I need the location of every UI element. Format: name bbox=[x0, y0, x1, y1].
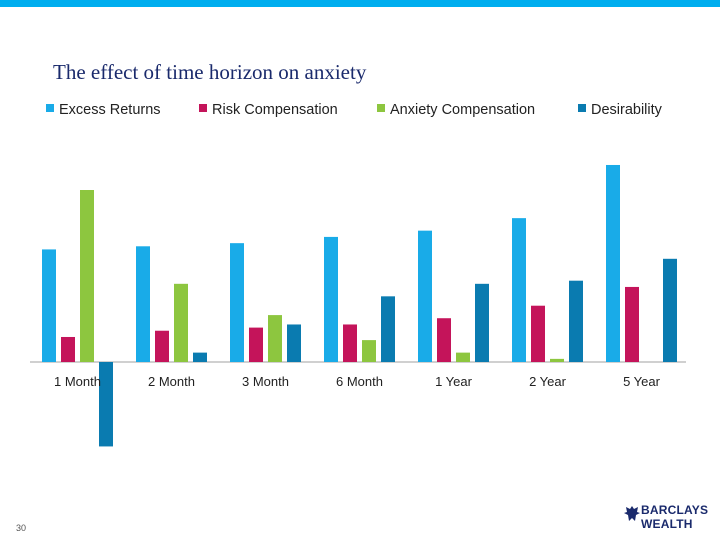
x-tick-label: 2 Year bbox=[529, 374, 567, 389]
bar-excess-returns-6-month bbox=[324, 236, 338, 362]
bar-excess-returns-1-year bbox=[418, 230, 432, 362]
bars bbox=[30, 164, 686, 447]
x-tick-label: 5 Year bbox=[623, 374, 661, 389]
bar-risk-compensation-1-month bbox=[61, 336, 75, 362]
legend-label: Risk Compensation bbox=[212, 102, 338, 118]
bar-risk-compensation-6-month bbox=[343, 324, 357, 362]
x-tick-label: 1 Month bbox=[54, 374, 101, 389]
bar-desirability-2-month bbox=[193, 352, 207, 362]
bar-excess-returns-3-month bbox=[230, 243, 244, 362]
chart-title: The effect of time horizon on anxiety bbox=[53, 60, 367, 84]
bar-risk-compensation-3-month bbox=[249, 327, 263, 362]
bar-anxiety-compensation-3-month bbox=[268, 315, 282, 362]
x-tick-label: 2 Month bbox=[148, 374, 195, 389]
logo-text-barclays: BARCLAYS bbox=[641, 503, 709, 517]
bar-desirability-2-year bbox=[569, 280, 583, 362]
bar-excess-returns-2-year bbox=[512, 218, 526, 362]
legend-label: Desirability bbox=[591, 102, 663, 118]
bar-anxiety-compensation-1-year bbox=[456, 352, 470, 362]
legend: Excess Returns Risk Compensation Anxiety C… bbox=[46, 102, 663, 118]
x-tick-label: 6 Month bbox=[336, 374, 383, 389]
logo-text-wealth: WEALTH bbox=[641, 517, 693, 531]
bar-risk-compensation-1-year bbox=[437, 318, 451, 362]
legend-swatch bbox=[199, 104, 207, 112]
bar-risk-compensation-2-year bbox=[531, 305, 545, 362]
legend-label: Excess Returns bbox=[59, 102, 161, 118]
bar-desirability-1-month bbox=[99, 362, 113, 447]
legend-swatch bbox=[578, 104, 586, 112]
bar-risk-compensation-2-month bbox=[155, 330, 169, 362]
bar-desirability-3-month bbox=[287, 324, 301, 362]
bar-anxiety-compensation-2-month bbox=[174, 283, 188, 362]
x-tick-label: 3 Month bbox=[242, 374, 289, 389]
bar-excess-returns-2-month bbox=[136, 246, 150, 362]
legend-swatch bbox=[46, 104, 54, 112]
x-tick-label: 1 Year bbox=[435, 374, 473, 389]
x-axis-tick-labels: 1 Month 2 Month 3 Month 6 Month 1 Year 2 Year… bbox=[54, 374, 661, 389]
top-accent-bar bbox=[0, 0, 720, 7]
legend-label: Anxiety Compensation bbox=[390, 102, 535, 118]
bar-excess-returns-1-month bbox=[42, 249, 56, 362]
barclays-wealth-logo: BARCLAYS WEALTH bbox=[624, 502, 714, 536]
bar-excess-returns-5-year bbox=[606, 164, 620, 362]
bar-anxiety-compensation-2-year bbox=[550, 358, 564, 362]
bar-anxiety-compensation-1-month bbox=[80, 190, 94, 362]
bar-desirability-6-month bbox=[381, 296, 395, 362]
bar-risk-compensation-5-year bbox=[625, 286, 639, 362]
eagle-icon bbox=[624, 506, 640, 521]
legend-swatch bbox=[377, 104, 385, 112]
page-number: 30 bbox=[16, 523, 27, 533]
bar-desirability-1-year bbox=[475, 283, 489, 362]
bar-desirability-5-year bbox=[663, 258, 677, 362]
bar-anxiety-compensation-6-month bbox=[362, 340, 376, 362]
